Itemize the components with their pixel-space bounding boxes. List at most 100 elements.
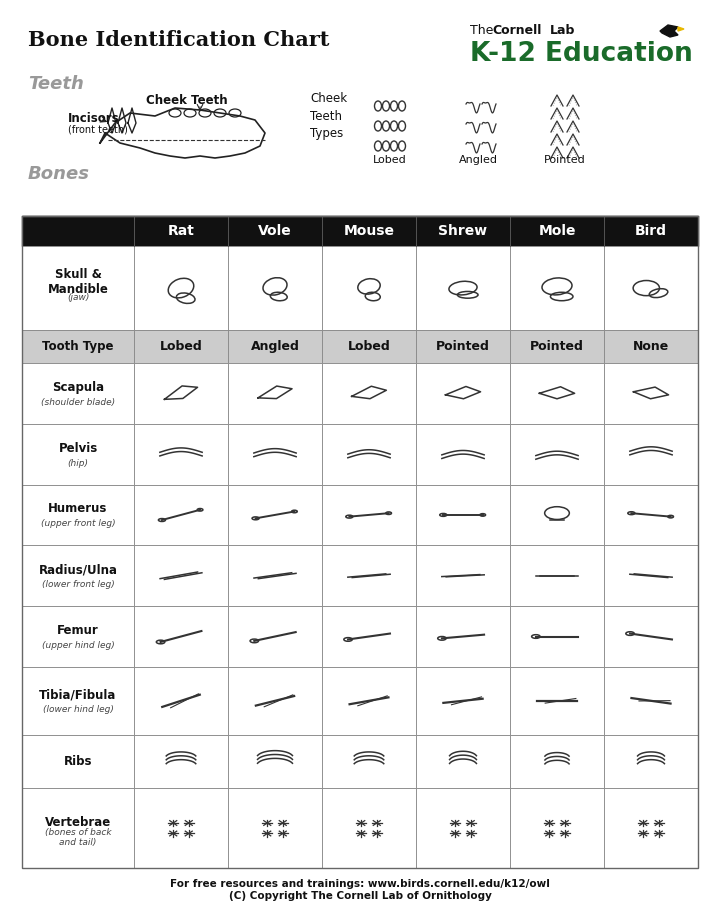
Bar <box>604 485 698 545</box>
Bar <box>134 424 228 485</box>
Bar <box>416 330 510 363</box>
Bar <box>228 424 322 485</box>
Bar <box>604 424 698 485</box>
Text: Femur: Femur <box>57 624 99 637</box>
Bar <box>510 606 604 667</box>
Bar <box>22 216 698 246</box>
Bar <box>22 667 698 735</box>
Bar <box>510 485 604 545</box>
Bar <box>22 545 698 606</box>
Bar <box>134 246 228 330</box>
Text: K-12 Education: K-12 Education <box>470 41 693 67</box>
Text: Humerus: Humerus <box>48 502 108 516</box>
Bar <box>416 667 510 735</box>
Bar <box>134 485 228 545</box>
Bar <box>22 424 134 485</box>
Bar <box>510 545 604 606</box>
Bar <box>604 667 698 735</box>
Text: Scapula: Scapula <box>52 381 104 394</box>
Bar <box>416 735 510 789</box>
Bar <box>22 246 134 330</box>
Bar <box>322 789 416 868</box>
Bar <box>604 606 698 667</box>
Text: Pointed: Pointed <box>530 340 584 353</box>
Text: Cheek Teeth: Cheek Teeth <box>146 94 228 107</box>
Bar <box>604 789 698 868</box>
Text: (shoulder blade): (shoulder blade) <box>41 398 115 407</box>
Text: Angled: Angled <box>251 340 300 353</box>
Bar <box>22 606 134 667</box>
Text: Teeth: Teeth <box>28 75 84 93</box>
Bar <box>604 545 698 606</box>
Bar <box>22 216 698 868</box>
Bar <box>510 667 604 735</box>
Bar <box>510 246 604 330</box>
Bar <box>322 246 416 330</box>
Text: (C) Copyright The Cornell Lab of Ornithology: (C) Copyright The Cornell Lab of Ornitho… <box>228 891 492 901</box>
Text: Mouse: Mouse <box>343 224 395 238</box>
Text: For free resources and trainings: www.birds.cornell.edu/k12/owl: For free resources and trainings: www.bi… <box>170 879 550 889</box>
Bar <box>322 667 416 735</box>
Bar <box>228 485 322 545</box>
Bar <box>22 606 698 667</box>
Bar <box>134 545 228 606</box>
Text: None: None <box>633 340 669 353</box>
Bar <box>22 330 698 363</box>
Bar <box>22 363 134 424</box>
Bar <box>604 330 698 363</box>
Bar <box>416 363 510 424</box>
Bar <box>134 667 228 735</box>
Bar <box>510 424 604 485</box>
Bar <box>228 735 322 789</box>
Text: Pointed: Pointed <box>544 155 586 165</box>
Bar <box>416 485 510 545</box>
Text: Cheek
Teeth
Types: Cheek Teeth Types <box>310 93 347 139</box>
Bar <box>228 330 322 363</box>
Bar <box>22 330 134 363</box>
Bar <box>134 735 228 789</box>
Text: Skull &
Mandible: Skull & Mandible <box>48 268 109 296</box>
Bar <box>22 789 134 868</box>
Polygon shape <box>660 25 678 37</box>
Text: Vertebrae: Vertebrae <box>45 816 111 829</box>
Text: Lobed: Lobed <box>348 340 390 353</box>
Bar <box>322 545 416 606</box>
Bar <box>416 246 510 330</box>
Bar <box>228 246 322 330</box>
Bar <box>22 735 698 789</box>
Text: (lower front leg): (lower front leg) <box>42 580 114 589</box>
Bar <box>22 246 698 330</box>
Bar <box>22 667 134 735</box>
Bar <box>416 606 510 667</box>
Text: (jaw): (jaw) <box>67 292 89 301</box>
Bar <box>322 424 416 485</box>
Text: Tooth Type: Tooth Type <box>42 340 114 353</box>
Text: (lower hind leg): (lower hind leg) <box>42 705 114 714</box>
Text: Vole: Vole <box>258 224 292 238</box>
Bar <box>322 363 416 424</box>
Bar <box>322 330 416 363</box>
Text: Angled: Angled <box>459 155 498 165</box>
Bar <box>604 246 698 330</box>
Text: Rat: Rat <box>168 224 194 238</box>
Bar <box>416 545 510 606</box>
Text: Bone Identification Chart: Bone Identification Chart <box>28 30 329 50</box>
Bar <box>604 735 698 789</box>
Text: Incisors: Incisors <box>68 113 120 125</box>
Bar <box>322 606 416 667</box>
Bar <box>134 330 228 363</box>
Bar <box>22 363 698 424</box>
Text: Cornell: Cornell <box>492 25 541 38</box>
Bar <box>228 789 322 868</box>
Text: (upper hind leg): (upper hind leg) <box>42 641 114 650</box>
Bar <box>134 606 228 667</box>
Text: Bones: Bones <box>28 165 90 183</box>
Text: (bones of back
and tail): (bones of back and tail) <box>45 827 112 847</box>
Bar <box>22 735 134 789</box>
Bar <box>22 485 134 545</box>
Bar <box>228 363 322 424</box>
Bar <box>228 667 322 735</box>
Text: (hip): (hip) <box>68 459 89 467</box>
Text: Tibia/Fibula: Tibia/Fibula <box>40 688 117 702</box>
Text: Lobed: Lobed <box>373 155 407 165</box>
